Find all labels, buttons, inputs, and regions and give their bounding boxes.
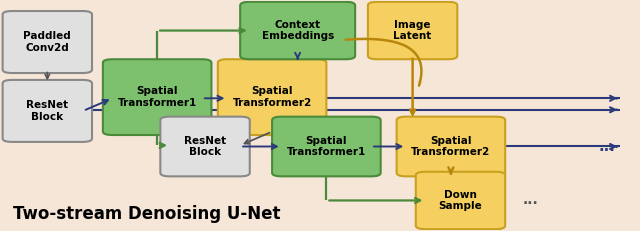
FancyBboxPatch shape <box>161 117 250 176</box>
FancyBboxPatch shape <box>218 59 326 135</box>
Text: Paddled
Conv2d: Paddled Conv2d <box>24 31 71 53</box>
Text: Spatial
Transformer2: Spatial Transformer2 <box>232 86 312 108</box>
FancyBboxPatch shape <box>103 59 211 135</box>
Text: ResNet
Block: ResNet Block <box>26 100 68 122</box>
Text: Two-stream Denoising U-Net: Two-stream Denoising U-Net <box>13 205 281 223</box>
FancyBboxPatch shape <box>3 11 92 73</box>
FancyBboxPatch shape <box>368 2 458 59</box>
FancyBboxPatch shape <box>416 172 505 229</box>
Text: ...: ... <box>523 193 539 207</box>
Text: Down
Sample: Down Sample <box>438 190 483 211</box>
FancyBboxPatch shape <box>397 117 505 176</box>
FancyBboxPatch shape <box>240 2 355 59</box>
Text: Spatial
Transformer1: Spatial Transformer1 <box>118 86 196 108</box>
Text: Context
Embeddings: Context Embeddings <box>262 20 334 41</box>
Text: Spatial
Transformer2: Spatial Transformer2 <box>412 136 490 157</box>
Text: ResNet
Block: ResNet Block <box>184 136 226 157</box>
FancyBboxPatch shape <box>272 117 381 176</box>
Text: ...: ... <box>599 139 616 154</box>
FancyBboxPatch shape <box>3 80 92 142</box>
Text: Spatial
Transformer1: Spatial Transformer1 <box>287 136 366 157</box>
Text: Image
Latent: Image Latent <box>394 20 432 41</box>
